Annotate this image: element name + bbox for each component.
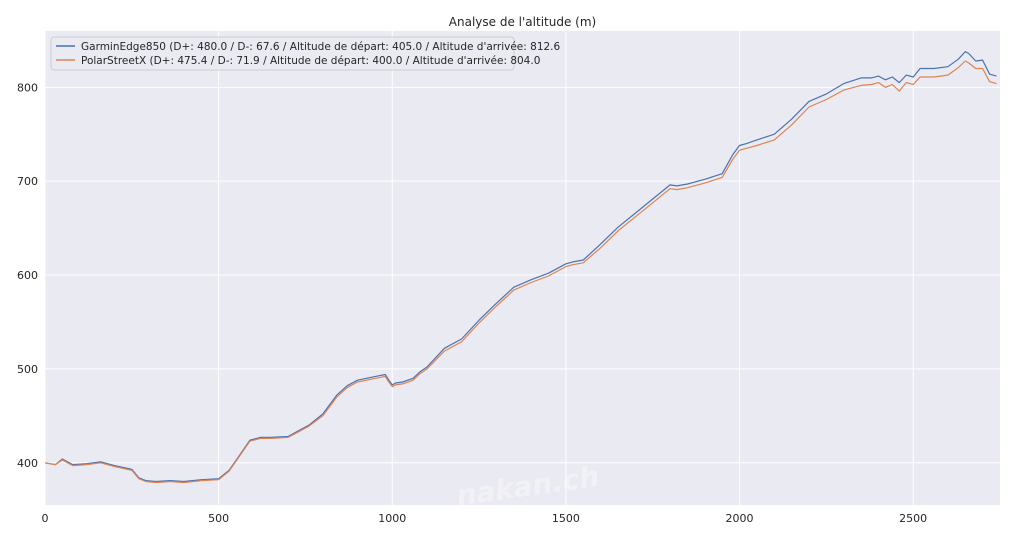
x-tick-label: 0: [42, 512, 49, 525]
y-tick-label: 700: [17, 175, 38, 188]
legend-label-0: GarminEdge850 (D+: 480.0 / D-: 67.6 / Al…: [81, 41, 561, 53]
legend: GarminEdge850 (D+: 480.0 / D-: 67.6 / Al…: [50, 36, 561, 71]
x-tick-label: 2500: [899, 512, 927, 525]
x-tick-label: 2000: [726, 512, 754, 525]
x-axis: 0 500 1000 1500 2000 2500: [42, 512, 928, 525]
y-tick-label: 600: [17, 269, 38, 282]
x-tick-label: 500: [208, 512, 229, 525]
plot-background: [45, 31, 1000, 505]
x-tick-label: 1500: [552, 512, 580, 525]
y-tick-label: 800: [17, 81, 38, 94]
legend-label-1: PolarStreetX (D+: 475.4 / D-: 71.9 / Alt…: [81, 55, 540, 67]
grid-lines: [44, 31, 1000, 505]
series-line-0: [44, 51, 997, 483]
series-line-1: [44, 60, 997, 484]
x-tick-label: 1000: [378, 512, 406, 525]
series-layer: [44, 51, 997, 484]
y-axis: 400 500 600 700 800: [17, 81, 38, 469]
legend-box: [50, 36, 515, 71]
chart-title: Analyse de l'altitude (m): [449, 15, 596, 29]
y-tick-label: 400: [17, 457, 38, 470]
y-tick-label: 500: [17, 363, 38, 376]
